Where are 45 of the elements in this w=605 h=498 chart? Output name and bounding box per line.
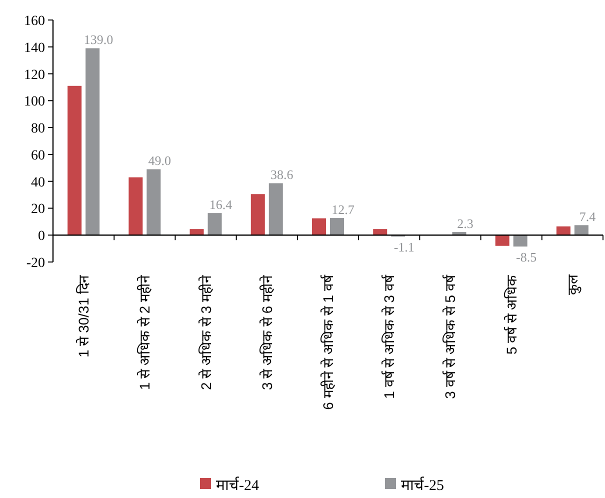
y-tick-label: -20 <box>26 256 45 271</box>
y-tick-label: 160 <box>24 14 45 29</box>
y-tick-label: 120 <box>24 68 45 83</box>
bar <box>250 194 265 236</box>
legend-label: मार्च-25 <box>401 476 444 494</box>
y-tick-label: 40 <box>31 175 45 190</box>
y-tick-label: 20 <box>31 202 45 218</box>
bar <box>574 225 588 236</box>
data-label: 38.6 <box>270 167 294 182</box>
bar <box>556 226 570 236</box>
data-label: 2.3 <box>457 216 474 232</box>
bar <box>312 218 326 236</box>
y-tick-label: 0 <box>38 229 45 244</box>
bar <box>495 235 510 246</box>
x-tick-label: 5 वर्ष से अधिक <box>503 275 520 354</box>
bar <box>68 86 82 236</box>
bar <box>373 229 388 236</box>
bar <box>86 48 100 236</box>
legend-label: मार्च-24 <box>216 476 260 494</box>
data-label: 7.4 <box>579 209 596 224</box>
x-tick-label: 2 से अधिक से 3 महीने <box>198 275 214 390</box>
x-tick-label: 1 से 30/31 दिन <box>76 275 92 358</box>
data-label: 16.4 <box>209 197 233 212</box>
x-tick-label: 3 से अधिक से 6 महीने <box>258 275 275 390</box>
y-tick-label: 80 <box>31 122 45 137</box>
x-tick-label: 1 से अधिक से 2 महीने <box>136 275 153 390</box>
data-label: 139.0 <box>84 32 114 48</box>
y-tick-label: 60 <box>31 148 45 164</box>
y-tick-label: 100 <box>24 94 45 110</box>
x-tick-label: 1 वर्ष से अधिक से 3 वर्ष <box>381 274 398 399</box>
y-tick-label: 140 <box>24 40 45 56</box>
data-label: 12.7 <box>332 202 355 218</box>
bar <box>268 183 283 236</box>
bar <box>208 213 222 236</box>
bar <box>330 218 344 236</box>
x-tick-label: कुल <box>564 274 582 295</box>
bar <box>146 169 161 236</box>
bar <box>513 235 528 247</box>
x-tick-label: 3 वर्ष से अधिक से 5 वर्ष <box>442 274 458 399</box>
bar <box>128 177 143 236</box>
data-label: -1.1 <box>394 240 414 255</box>
x-tick-label: 6 महीने से अधिक से 1 वर्ष <box>320 274 336 410</box>
data-label: -8.5 <box>516 250 537 265</box>
bar <box>190 229 204 236</box>
data-label: 49.0 <box>148 153 172 168</box>
